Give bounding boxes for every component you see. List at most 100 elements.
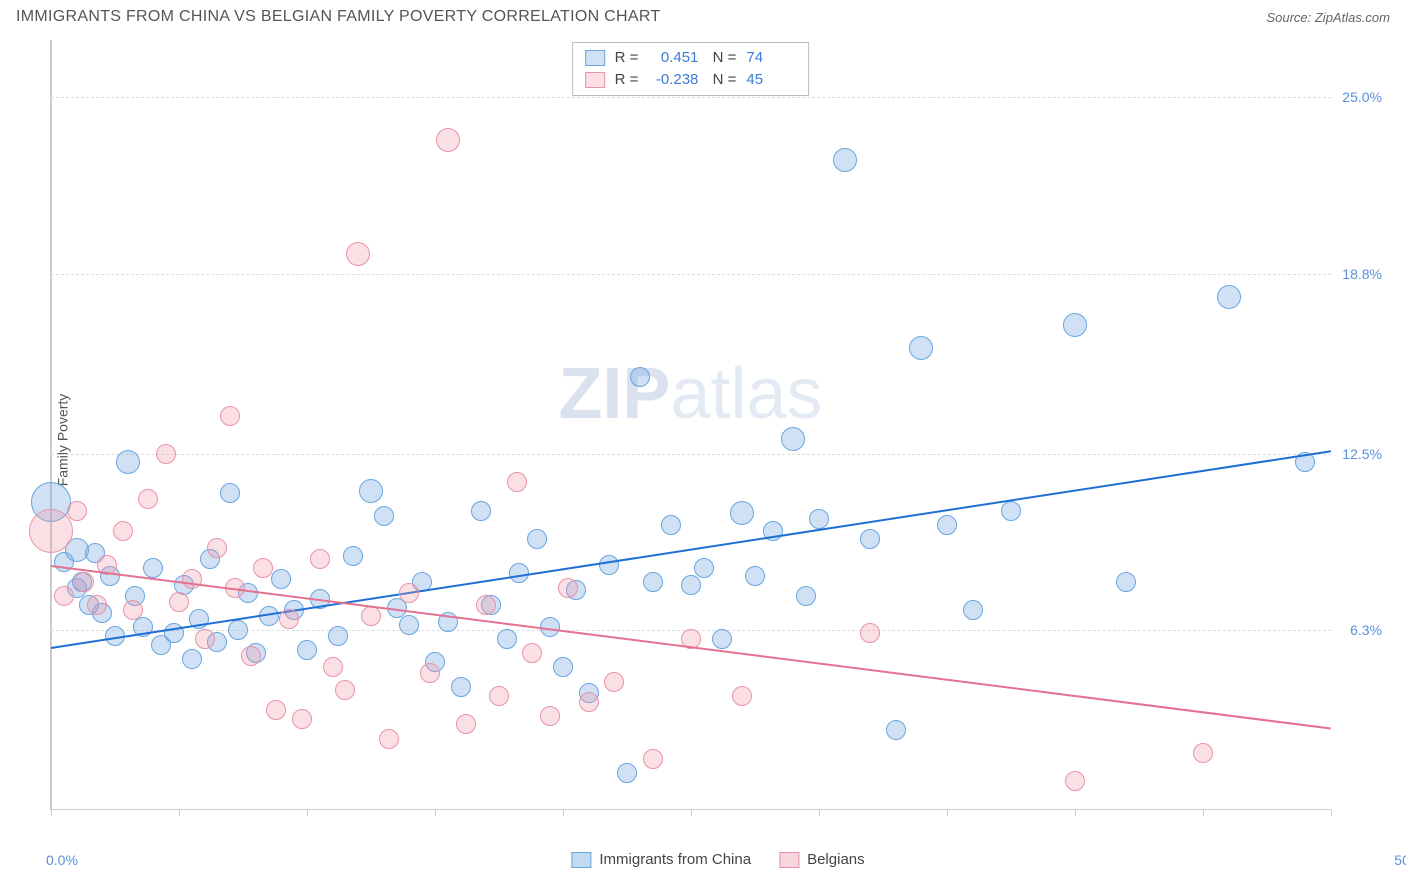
x-tick — [1203, 810, 1204, 816]
data-point — [399, 583, 419, 603]
x-tick — [51, 810, 52, 816]
data-point — [643, 572, 663, 592]
data-point — [476, 595, 496, 615]
data-point — [860, 623, 880, 643]
data-point — [712, 629, 732, 649]
data-point — [1063, 313, 1087, 337]
data-point — [420, 663, 440, 683]
chart-title: IMMIGRANTS FROM CHINA VS BELGIAN FAMILY … — [16, 8, 661, 26]
plot-area: ZIPatlas R =0.451 N =74R =-0.238 N =45 6… — [50, 40, 1330, 810]
y-tick-label: 18.8% — [1342, 266, 1382, 282]
gridline — [51, 454, 1331, 455]
data-point — [361, 606, 381, 626]
source-attribution: Source: ZipAtlas.com — [1266, 10, 1390, 25]
gridline — [51, 274, 1331, 275]
data-point — [963, 600, 983, 620]
data-point — [74, 572, 94, 592]
r-label: R = — [615, 47, 639, 69]
y-tick-label: 6.3% — [1350, 622, 1382, 638]
data-point — [220, 483, 240, 503]
data-point — [833, 148, 857, 172]
data-point — [67, 501, 87, 521]
legend-item: Immigrants from China — [571, 851, 751, 868]
stats-row: R =0.451 N =74 — [585, 47, 797, 69]
n-label: N = — [708, 47, 736, 69]
data-point — [182, 569, 202, 589]
data-point — [527, 529, 547, 549]
data-point — [220, 406, 240, 426]
legend-item: Belgians — [779, 851, 865, 868]
n-value: 74 — [746, 47, 796, 69]
data-point — [1217, 285, 1241, 309]
watermark: ZIPatlas — [558, 353, 822, 435]
data-point — [374, 506, 394, 526]
stats-row: R = -0.238 N = 45 — [585, 69, 797, 91]
data-point — [886, 720, 906, 740]
data-point — [54, 586, 74, 606]
data-point — [359, 479, 383, 503]
data-point — [182, 649, 202, 669]
x-axis-max-label: 50.0% — [1394, 852, 1406, 868]
data-point — [87, 595, 107, 615]
data-point — [29, 509, 73, 553]
data-point — [489, 686, 509, 706]
data-point — [379, 729, 399, 749]
series-legend: Immigrants from China Belgians — [571, 851, 864, 868]
x-tick — [179, 810, 180, 816]
r-value: -0.238 — [648, 69, 698, 91]
data-point — [138, 489, 158, 509]
chart-header: IMMIGRANTS FROM CHINA VS BELGIAN FAMILY … — [0, 0, 1406, 30]
data-point — [271, 569, 291, 589]
y-axis-line — [51, 40, 52, 810]
correlation-stats-box: R =0.451 N =74R =-0.238 N =45 — [572, 42, 810, 96]
legend-swatch — [779, 852, 799, 868]
trend-line — [51, 451, 1331, 650]
data-point — [809, 509, 829, 529]
data-point — [143, 558, 163, 578]
x-axis-min-label: 0.0% — [46, 852, 78, 868]
data-point — [681, 575, 701, 595]
series-swatch — [585, 72, 605, 88]
x-tick — [435, 810, 436, 816]
data-point — [456, 714, 476, 734]
data-point — [796, 586, 816, 606]
x-tick — [1075, 810, 1076, 816]
data-point — [253, 558, 273, 578]
data-point — [745, 566, 765, 586]
data-point — [730, 501, 754, 525]
data-point — [207, 538, 227, 558]
data-point — [1193, 743, 1213, 763]
data-point — [195, 629, 215, 649]
data-point — [540, 706, 560, 726]
data-point — [451, 677, 471, 697]
data-point — [123, 600, 143, 620]
legend-label: Belgians — [807, 851, 865, 868]
legend-label: Immigrants from China — [599, 851, 751, 868]
data-point — [328, 626, 348, 646]
data-point — [343, 546, 363, 566]
data-point — [169, 592, 189, 612]
data-point — [297, 640, 317, 660]
data-point — [694, 558, 714, 578]
gridline — [51, 97, 1331, 98]
data-point — [310, 549, 330, 569]
n-value: 45 — [746, 69, 796, 91]
data-point — [732, 686, 752, 706]
data-point — [781, 427, 805, 451]
x-tick — [1331, 810, 1332, 816]
data-point — [113, 521, 133, 541]
data-point — [335, 680, 355, 700]
n-label: N = — [708, 69, 736, 91]
data-point — [346, 242, 370, 266]
data-point — [497, 629, 517, 649]
r-label: R = — [615, 69, 639, 91]
data-point — [507, 472, 527, 492]
data-point — [630, 367, 650, 387]
data-point — [599, 555, 619, 575]
data-point — [323, 657, 343, 677]
x-tick — [947, 810, 948, 816]
data-point — [558, 578, 578, 598]
data-point — [1001, 501, 1021, 521]
data-point — [292, 709, 312, 729]
y-tick-label: 25.0% — [1342, 89, 1382, 105]
